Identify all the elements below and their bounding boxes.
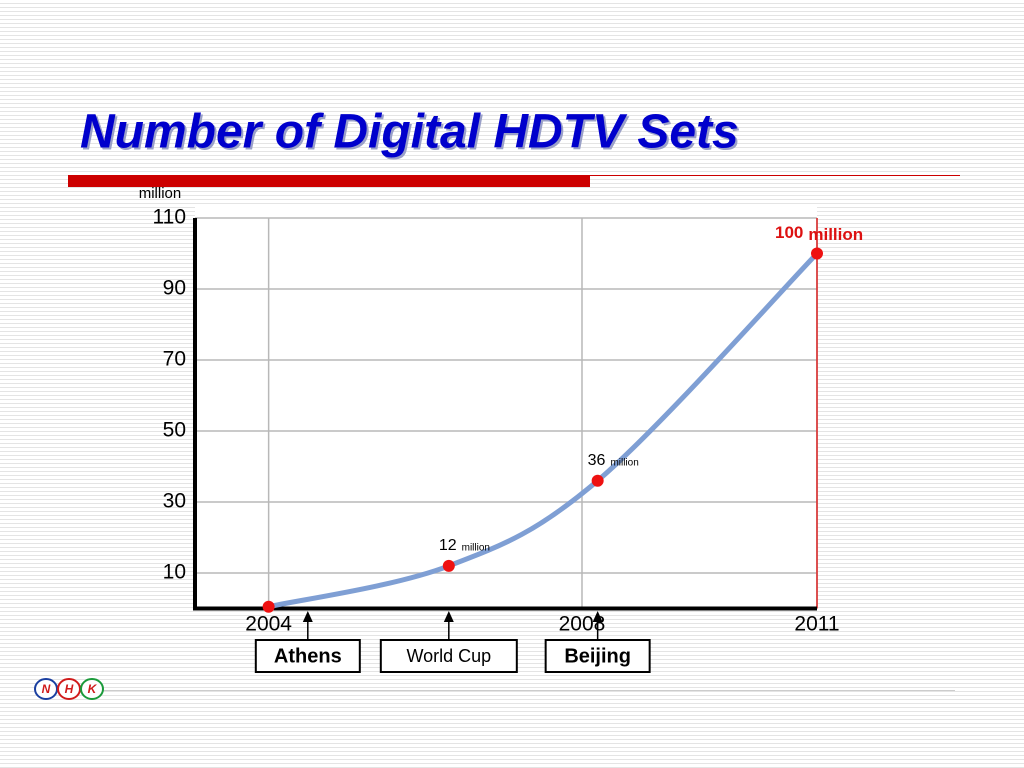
data-point <box>591 474 604 487</box>
value-label: 12 million <box>439 537 490 554</box>
value-label-unit: million <box>808 225 863 244</box>
event-label: Athens <box>274 645 342 667</box>
y-axis-label: million <box>139 185 182 202</box>
y-tick-label: 50 <box>163 419 186 442</box>
event-box <box>544 639 651 673</box>
y-tick-label: 90 <box>163 277 186 300</box>
logo-letter: N <box>42 682 51 696</box>
slide-title: Number of Digital HDTV Sets <box>80 106 739 159</box>
data-point <box>262 600 275 613</box>
x-tick-label: 2008 <box>559 613 606 636</box>
x-tick-label: 2011 <box>794 613 839 636</box>
x-tick-label: 2004 <box>245 613 292 636</box>
event-arrowhead <box>443 611 454 622</box>
y-tick-label: 10 <box>163 561 186 584</box>
value-label-number: 12 <box>439 537 457 554</box>
value-label-unit: million <box>462 543 490 554</box>
plot-background <box>195 205 817 609</box>
data-line <box>268 251 819 610</box>
value-label: 36 million <box>588 452 639 469</box>
y-tick-label: 110 <box>153 206 186 229</box>
event-label: World Cup <box>406 646 491 666</box>
event-arrowhead <box>302 611 313 622</box>
event-arrowhead <box>592 611 603 622</box>
logo-ring <box>80 678 104 700</box>
data-point <box>811 247 823 260</box>
title-shadow: Number of Digital HDTV Sets <box>82 108 741 161</box>
event-box <box>379 639 518 673</box>
value-label-unit: million <box>610 457 638 468</box>
value-label: 100 million <box>775 223 863 244</box>
data-point <box>442 559 455 572</box>
logo-letter: H <box>65 682 74 696</box>
logo-letter: K <box>88 682 98 696</box>
y-tick-label: 30 <box>163 490 186 513</box>
event-box <box>254 639 361 673</box>
value-label-number: 100 <box>775 223 803 242</box>
title-bar <box>68 175 590 187</box>
y-tick-label: 70 <box>163 348 186 371</box>
event-label: Beijing <box>564 645 631 667</box>
value-label-number: 36 <box>588 452 606 469</box>
